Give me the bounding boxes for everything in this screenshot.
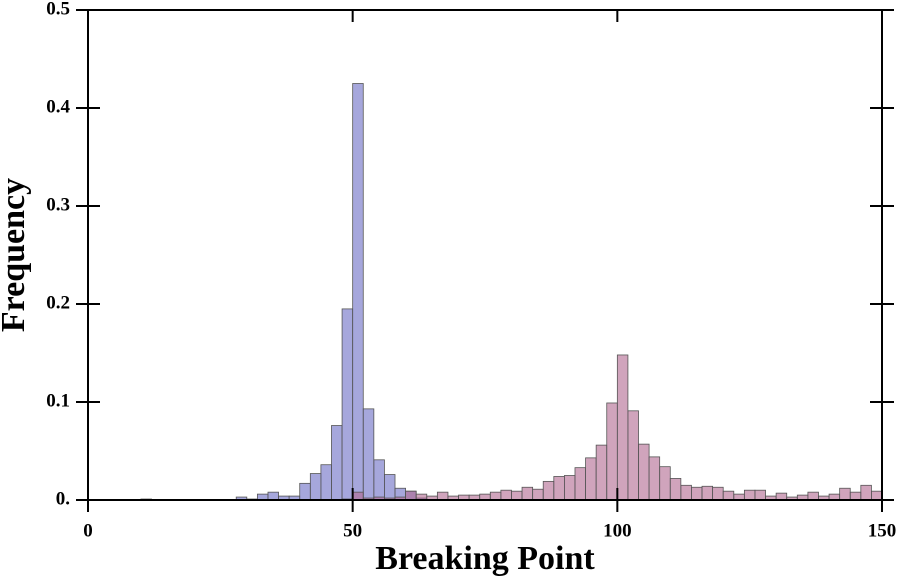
x-axis-label: Breaking Point bbox=[375, 540, 595, 577]
histogram-bar bbox=[871, 490, 883, 501]
histogram-bar bbox=[659, 466, 671, 501]
histogram-bar bbox=[574, 467, 586, 501]
histogram-bar bbox=[309, 473, 322, 501]
histogram-bar bbox=[405, 490, 417, 501]
histogram-bar bbox=[860, 484, 872, 501]
histogram-bar bbox=[341, 308, 354, 501]
y-tick-label: 0.3 bbox=[46, 194, 70, 215]
y-tick-label: 0. bbox=[56, 488, 70, 509]
y-tick-label: 0.4 bbox=[46, 96, 70, 117]
histogram-bar bbox=[807, 491, 819, 501]
histogram-bar bbox=[743, 489, 756, 501]
histogram-bar bbox=[722, 490, 735, 501]
y-axis-label: Frequency bbox=[0, 178, 32, 332]
histogram-bar bbox=[521, 486, 534, 501]
histogram-bar bbox=[754, 489, 766, 501]
histogram-bar bbox=[669, 478, 682, 501]
histogram-bar bbox=[384, 474, 396, 501]
histogram-bar bbox=[489, 491, 502, 501]
histogram-bar bbox=[648, 456, 661, 501]
histogram-bar bbox=[511, 490, 523, 501]
histogram-bar bbox=[267, 491, 279, 501]
histogram-bar bbox=[320, 464, 332, 501]
histogram-bar bbox=[627, 410, 639, 501]
histogram-bar bbox=[701, 485, 714, 501]
histogram-bar bbox=[352, 83, 364, 501]
plot-frame bbox=[87, 9, 883, 501]
x-tick-label: 100 bbox=[603, 520, 632, 541]
histogram-bar bbox=[680, 484, 692, 501]
histogram-bar bbox=[373, 459, 385, 501]
histogram-bar bbox=[542, 480, 555, 501]
histogram-bar bbox=[299, 482, 311, 501]
histogram-bar bbox=[532, 488, 544, 501]
y-tick-label: 0.5 bbox=[46, 0, 70, 19]
x-tick-label: 0 bbox=[83, 520, 93, 541]
histogram-bar bbox=[849, 491, 862, 501]
histogram-bar bbox=[436, 491, 449, 501]
x-tick-label: 150 bbox=[868, 520, 897, 541]
histogram-bar bbox=[691, 486, 703, 501]
y-tick-label: 0.1 bbox=[46, 390, 70, 411]
histogram-bar bbox=[362, 408, 375, 501]
histogram-bar bbox=[564, 475, 576, 501]
x-tick-label: 50 bbox=[343, 520, 362, 541]
histogram-bar bbox=[352, 491, 364, 501]
histogram-bar bbox=[712, 486, 724, 501]
histogram-bar bbox=[775, 492, 788, 501]
histogram-bar bbox=[595, 444, 608, 501]
histogram-bar bbox=[500, 489, 512, 501]
histogram-bar bbox=[331, 425, 343, 501]
histogram-bar bbox=[839, 487, 851, 501]
histogram-bar bbox=[606, 402, 618, 501]
histogram-bar bbox=[616, 354, 629, 501]
histogram-bar bbox=[585, 457, 597, 501]
y-tick-label: 0.2 bbox=[46, 292, 70, 313]
histogram-bar bbox=[638, 443, 650, 501]
histogram-bar bbox=[553, 476, 565, 501]
